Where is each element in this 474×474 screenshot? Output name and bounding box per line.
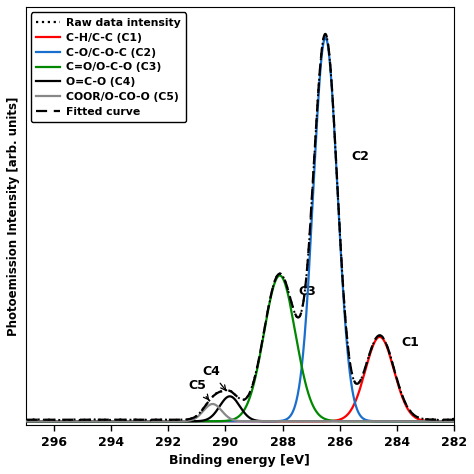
Text: C3: C3 — [298, 285, 316, 298]
Y-axis label: Photoemission Intensity [arb. units]: Photoemission Intensity [arb. units] — [7, 96, 20, 336]
Text: C1: C1 — [401, 337, 419, 349]
Text: C4: C4 — [202, 365, 226, 391]
Legend: Raw data intensity, C-H/C-C (C1), C-O/C-O-C (C2), C=O/O-C-O (C3), O=C-O (C4), CO: Raw data intensity, C-H/C-C (C1), C-O/C-… — [31, 12, 186, 122]
Text: C2: C2 — [351, 150, 369, 164]
X-axis label: Binding energy [eV]: Binding energy [eV] — [169, 454, 310, 467]
Text: C5: C5 — [188, 379, 209, 400]
